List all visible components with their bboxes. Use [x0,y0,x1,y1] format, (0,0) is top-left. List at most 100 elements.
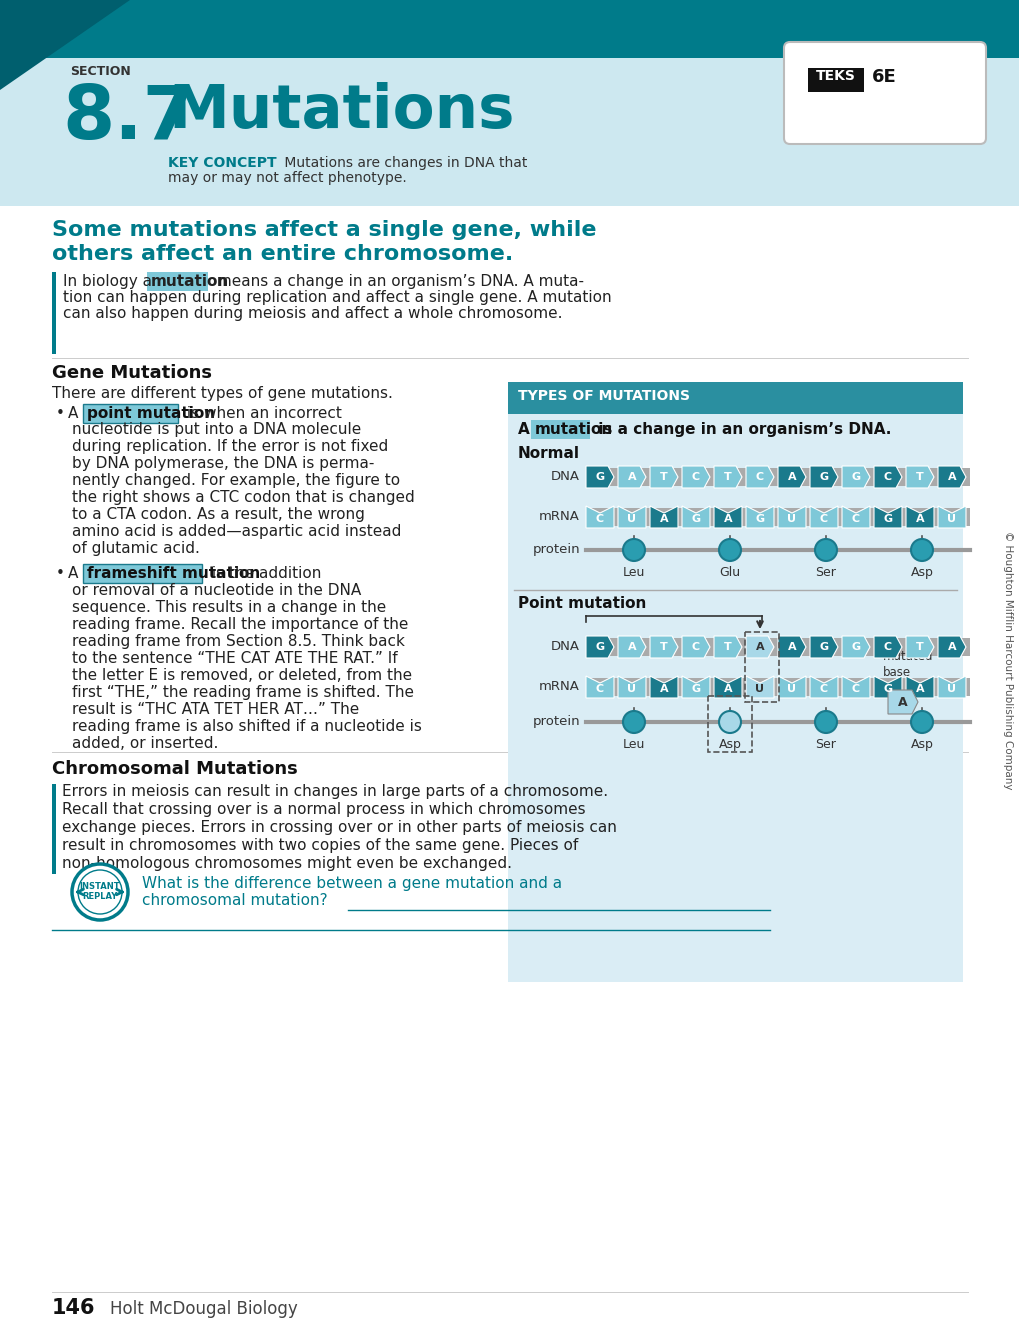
Bar [744,632,779,702]
Polygon shape [586,506,613,528]
Polygon shape [682,677,709,698]
Text: A: A [947,642,956,651]
Text: DNA: DNA [550,641,580,654]
Text: T: T [723,642,732,651]
Text: A: A [898,695,907,708]
Polygon shape [937,466,965,489]
Text: point mutation: point mutation [87,406,215,421]
Text: SECTION: SECTION [70,65,130,78]
Text: tion can happen during replication and affect a single gene. A mutation: tion can happen during replication and a… [63,290,611,305]
Polygon shape [873,466,901,489]
Circle shape [910,711,932,733]
Text: mRNA: mRNA [539,681,580,694]
Text: U: U [787,685,796,694]
Text: U: U [755,685,764,694]
Text: to a CTA codon. As a result, the wrong: to a CTA codon. As a result, the wrong [72,507,365,522]
Polygon shape [937,677,965,698]
Text: G: G [691,514,700,524]
Bar [707,696,751,752]
Text: to the sentence “THE CAT ATE THE RAT.” If: to the sentence “THE CAT ATE THE RAT.” I… [72,651,397,666]
Bar [586,467,969,486]
Text: Asp: Asp [910,565,932,579]
Polygon shape [713,636,741,658]
Polygon shape [873,677,901,698]
Text: mutation: mutation [151,274,229,289]
Polygon shape [841,466,869,489]
Text: REPLAY: REPLAY [83,892,117,902]
Bar [0,0,1019,58]
Text: A: A [722,685,732,694]
Polygon shape [745,466,773,489]
Text: means a change in an organism’s DNA. A muta-: means a change in an organism’s DNA. A m… [212,274,584,289]
Text: C: C [851,514,859,524]
Text: What is the difference between a gene mutation and a: What is the difference between a gene mu… [142,876,561,891]
Polygon shape [0,0,129,90]
Polygon shape [888,690,917,714]
Polygon shape [682,636,709,658]
Polygon shape [873,636,901,658]
Polygon shape [841,677,869,698]
Text: C: C [595,685,603,694]
Polygon shape [873,506,901,528]
Text: first “THE,” the reading frame is shifted. The: first “THE,” the reading frame is shifte… [72,685,414,700]
Text: G: G [851,642,860,651]
Text: of glutamic acid.: of glutamic acid. [72,542,200,556]
Bar [52,784,56,874]
Text: G: G [851,471,860,482]
Bar [807,68,863,91]
Bar [507,383,962,414]
Text: U: U [627,685,636,694]
Text: © Houghton Mifflin Harcourt Publishing Company: © Houghton Mifflin Harcourt Publishing C… [1002,531,1012,789]
Polygon shape [777,506,805,528]
Text: A: A [915,685,923,694]
Circle shape [72,865,127,920]
Text: A: A [68,406,84,421]
FancyBboxPatch shape [531,420,590,438]
Polygon shape [649,506,678,528]
Text: frameshift mutation: frameshift mutation [87,565,260,581]
Text: INSTANT: INSTANT [79,882,120,891]
Text: C: C [851,685,859,694]
Text: Chromosomal Mutations: Chromosomal Mutations [52,760,298,779]
Text: others affect an entire chromosome.: others affect an entire chromosome. [52,244,513,263]
Text: A: A [627,471,636,482]
Text: amino acid is added—aspartic acid instead: amino acid is added—aspartic acid instea… [72,524,401,539]
Bar [586,638,969,655]
Circle shape [623,711,644,733]
Polygon shape [841,506,869,528]
Text: Mutations are changes in DNA that: Mutations are changes in DNA that [280,156,527,169]
FancyBboxPatch shape [784,42,985,144]
Text: or removal of a nucleotide in the DNA: or removal of a nucleotide in the DNA [72,583,361,598]
Polygon shape [777,677,805,698]
Circle shape [814,539,837,561]
Polygon shape [841,636,869,658]
Text: the letter E is removed, or deleted, from the: the letter E is removed, or deleted, fro… [72,669,412,683]
Text: T: T [723,471,732,482]
Text: TEKS: TEKS [815,69,855,83]
Text: 146: 146 [52,1298,96,1317]
Text: G: G [691,685,700,694]
Text: the right shows a CTC codon that is changed: the right shows a CTC codon that is chan… [72,490,415,504]
Bar [507,383,962,982]
Text: C: C [691,471,699,482]
Bar [586,508,969,526]
Text: A: A [627,642,636,651]
FancyBboxPatch shape [84,404,178,422]
Text: A: A [518,422,535,437]
Text: Leu: Leu [623,565,645,579]
Polygon shape [937,506,965,528]
Text: Glu: Glu [718,565,740,579]
Polygon shape [937,636,965,658]
Text: can also happen during meiosis and affect a whole chromosome.: can also happen during meiosis and affec… [63,306,561,320]
Polygon shape [809,466,838,489]
Text: U: U [947,685,956,694]
Text: mRNA: mRNA [539,511,580,523]
Text: Recall that crossing over is a normal process in which chromosomes: Recall that crossing over is a normal pr… [62,802,585,817]
Text: Point mutation: Point mutation [518,596,646,610]
Text: exchange pieces. Errors in crossing over or in other parts of meiosis can: exchange pieces. Errors in crossing over… [62,820,616,835]
Text: Ser: Ser [815,565,836,579]
Text: Normal: Normal [518,446,580,461]
Text: G: G [595,471,604,482]
Text: KEY CONCEPT: KEY CONCEPT [168,156,276,169]
Polygon shape [905,677,933,698]
